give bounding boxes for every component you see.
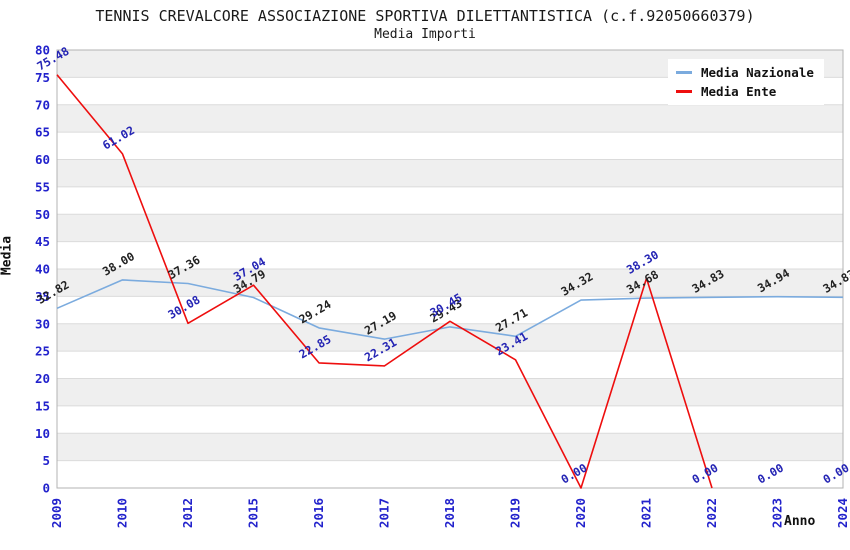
y-tick-label: 20 xyxy=(35,371,50,386)
media-ente-swatch-icon xyxy=(676,90,692,93)
x-tick-label: 2017 xyxy=(377,498,392,528)
y-tick-label: 55 xyxy=(35,179,50,194)
y-tick-label: 40 xyxy=(35,262,50,277)
y-tick-label: 75 xyxy=(35,70,50,85)
grid-band xyxy=(57,378,843,406)
y-tick-label: 80 xyxy=(35,43,50,58)
y-tick-label: 65 xyxy=(35,125,50,140)
x-tick-label: 2024 xyxy=(835,498,850,528)
data-label: 0.00 xyxy=(690,461,721,487)
x-tick-label: 2022 xyxy=(704,498,719,528)
y-tick-label: 50 xyxy=(35,207,50,222)
x-tick-label: 2009 xyxy=(49,498,64,528)
grid-band xyxy=(57,159,843,187)
grid-band xyxy=(57,214,843,242)
data-label: 29.24 xyxy=(297,297,334,326)
y-tick-label: 35 xyxy=(35,289,50,304)
x-tick-label: 2019 xyxy=(508,498,523,528)
legend-label: Media Ente xyxy=(701,84,777,99)
legend-item-media-nazionale: Media Nazionale xyxy=(676,63,824,82)
x-axis-title: Anno xyxy=(784,514,816,529)
x-tick-label: 2016 xyxy=(311,498,326,528)
y-tick-label: 30 xyxy=(35,316,50,331)
data-label: 0.00 xyxy=(559,461,590,487)
y-tick-label: 0 xyxy=(42,481,50,496)
x-tick-label: 2023 xyxy=(770,498,785,528)
y-tick-label: 15 xyxy=(35,398,50,413)
y-axis-title: Media xyxy=(0,235,15,276)
y-tick-label: 10 xyxy=(35,426,50,441)
legend-label: Media Nazionale xyxy=(701,65,814,80)
x-tick-label: 2020 xyxy=(573,498,588,528)
x-tick-label: 2012 xyxy=(180,498,195,528)
y-tick-label: 45 xyxy=(35,234,50,249)
x-tick-label: 2010 xyxy=(115,498,130,528)
chart-subtitle: Media Importi xyxy=(374,27,476,42)
media-nazionale-swatch-icon xyxy=(676,71,692,74)
chart-title: TENNIS CREVALCORE ASSOCIAZIONE SPORTIVA … xyxy=(95,7,755,25)
legend-item-media-ente: Media Ente xyxy=(676,82,824,101)
grid-band xyxy=(57,433,843,461)
grid-band xyxy=(57,323,843,352)
y-tick-label: 60 xyxy=(35,152,50,167)
legend: Media Nazionale Media Ente xyxy=(668,59,824,105)
media-nazionale-line xyxy=(56,279,844,340)
grid-band xyxy=(57,104,843,133)
media-ente-line xyxy=(56,74,713,489)
data-label: 0.00 xyxy=(821,461,850,487)
x-tick-label: 2021 xyxy=(639,498,654,528)
x-tick-label: 2018 xyxy=(442,498,457,528)
data-label: 32.82 xyxy=(35,277,72,306)
y-tick-label: 70 xyxy=(35,97,50,112)
y-tick-label: 5 xyxy=(42,453,50,468)
grid-band xyxy=(57,269,843,297)
data-label: 0.00 xyxy=(755,461,786,487)
y-tick-label: 25 xyxy=(35,344,50,359)
plot-border xyxy=(56,49,844,489)
x-tick-label: 2015 xyxy=(246,498,261,528)
